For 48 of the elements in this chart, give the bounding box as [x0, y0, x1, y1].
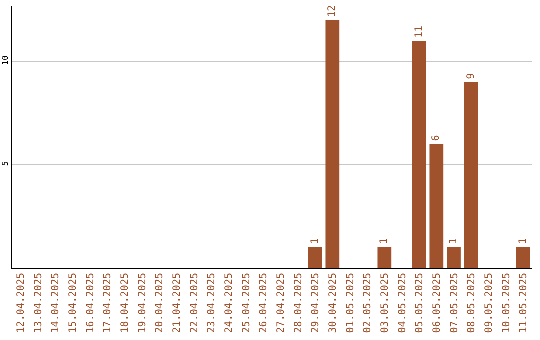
x-tick-label: 26.04.2025: [258, 273, 270, 334]
x-tick-label: 02.05.2025: [362, 273, 374, 334]
x-tick-label: 13.04.2025: [33, 273, 44, 334]
bar: [308, 247, 322, 268]
x-tick-label: 03.05.2025: [380, 273, 391, 334]
bar: [412, 41, 426, 268]
x-tick-label: 05.05.2025: [414, 273, 426, 334]
x-tick-label: 30.04.2025: [328, 273, 339, 334]
x-tick-label: 17.04.2025: [102, 273, 114, 334]
x-tick-label: 22.04.2025: [189, 273, 200, 334]
data-label: 1: [379, 238, 390, 244]
x-tick-label: 27.04.2025: [276, 273, 287, 334]
data-label: 11: [414, 26, 425, 38]
data-label: 1: [310, 238, 321, 244]
x-tick-label: 12.04.2025: [16, 273, 27, 334]
x-tick-label: 09.05.2025: [484, 273, 495, 334]
x-tick-label: 18.04.2025: [120, 273, 131, 334]
x-tick-label: 29.04.2025: [310, 273, 322, 334]
bar: [464, 82, 478, 268]
y-tick-label: 10: [0, 56, 10, 66]
data-label: 1: [448, 238, 460, 244]
data-label: 9: [466, 73, 477, 80]
x-tick-label: 21.04.2025: [172, 273, 183, 334]
x-tick-label: 10.05.2025: [501, 273, 512, 334]
x-tick-label: 23.04.2025: [206, 273, 218, 334]
x-tick-label: 07.05.2025: [449, 273, 460, 334]
x-tick-label: 28.04.2025: [293, 273, 304, 334]
y-tick-label: 5: [0, 161, 10, 166]
data-label: 12: [327, 5, 338, 18]
x-tick-label: 11.05.2025: [518, 273, 530, 334]
x-tick-label: 20.04.2025: [154, 273, 166, 334]
bar: [447, 247, 461, 268]
x-tick-label: 15.04.2025: [68, 273, 79, 334]
x-tick-label: 14.04.2025: [50, 273, 62, 334]
x-tick-label: 16.04.2025: [85, 273, 96, 334]
bar: [378, 247, 392, 268]
x-tick-label: 06.05.2025: [432, 273, 443, 334]
bar: [430, 144, 444, 268]
x-tick-label: 04.05.2025: [397, 273, 408, 334]
x-tick-label: 08.05.2025: [466, 273, 478, 334]
x-tick-label: 25.04.2025: [241, 273, 252, 334]
x-tick-label: 24.04.2025: [224, 273, 235, 334]
x-tick-label: 19.04.2025: [137, 273, 148, 334]
x-tick-label: 01.05.2025: [345, 273, 356, 334]
bar: [326, 20, 340, 268]
data-label: 6: [431, 135, 442, 142]
bar: [516, 247, 530, 268]
data-label: 1: [518, 238, 529, 244]
